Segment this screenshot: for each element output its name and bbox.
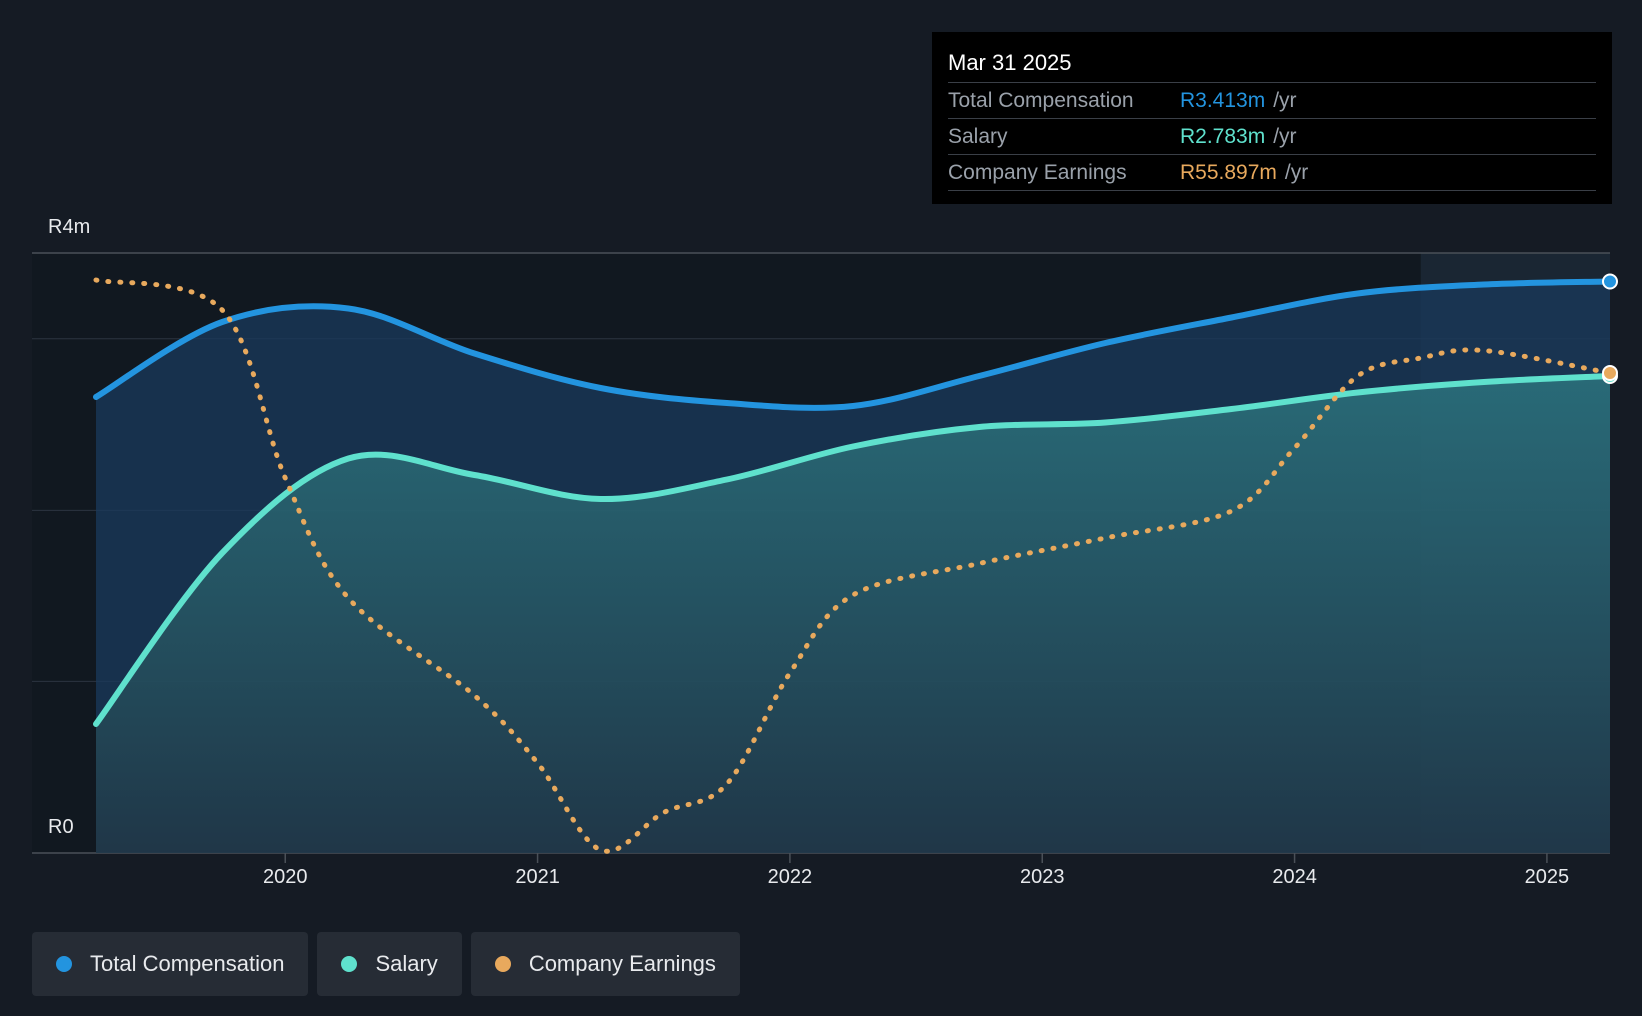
x-tick-label: 2025 [1524, 866, 1570, 888]
tooltip-unit: /yr [1273, 88, 1297, 112]
tooltip-unit: /yr [1273, 124, 1297, 148]
legend-dot-icon [56, 956, 72, 972]
legend: Total Compensation Salary Company Earnin… [32, 932, 740, 996]
company-earnings-line [93, 277, 1613, 854]
tooltip-value: R3.413m [1180, 88, 1266, 112]
tooltip-row-company-earnings: Company Earnings R55.897m /yr [948, 155, 1596, 191]
x-tick-label: 2021 [515, 866, 560, 888]
x-tick-label: 2022 [767, 866, 813, 888]
tooltip-row-salary: Salary R2.783m /yr [948, 119, 1596, 155]
tooltip: Mar 31 2025 Total Compensation R3.413m /… [932, 32, 1612, 204]
legend-item-total-compensation[interactable]: Total Compensation [32, 932, 309, 996]
x-tick-label: 2020 [263, 866, 308, 888]
y-axis-bottom-label: R0 [48, 816, 74, 838]
tooltip-date: Mar 31 2025 [948, 46, 1596, 83]
legend-item-salary[interactable]: Salary [317, 932, 462, 996]
total-compensation-end-marker [1602, 273, 1618, 290]
total-compensation-line [93, 278, 1613, 411]
tooltip-value: R2.783m [1180, 124, 1266, 148]
tooltip-row-total-compensation: Total Compensation R3.413m /yr [948, 83, 1596, 119]
x-tick-label: 2023 [1020, 866, 1065, 888]
legend-dot-icon [494, 956, 511, 972]
company-earnings-end-marker [1602, 365, 1618, 381]
legend-dot-icon [341, 956, 358, 972]
tooltip-value: R55.897m [1180, 160, 1277, 184]
legend-label: Total Compensation [90, 951, 285, 976]
x-tick-label: 2024 [1272, 866, 1317, 888]
y-axis-top-label: R4m [48, 216, 91, 238]
tooltip-label: Company Earnings [948, 160, 1127, 184]
legend-label: Company Earnings [528, 951, 716, 976]
legend-item-company-earnings[interactable]: Company Earnings [470, 932, 740, 996]
legend-label: Salary [375, 951, 438, 976]
salary-area [96, 376, 1610, 853]
tooltip-label: Total Compensation [948, 88, 1134, 112]
tooltip-label: Salary [948, 124, 1008, 148]
salary-line [93, 373, 1613, 727]
tooltip-unit: /yr [1284, 160, 1309, 184]
